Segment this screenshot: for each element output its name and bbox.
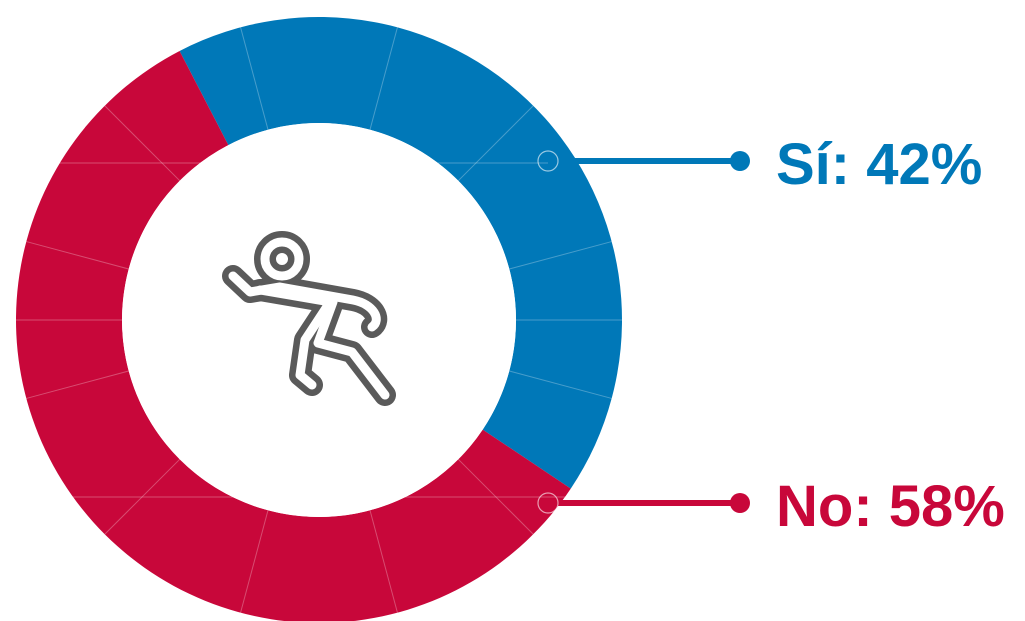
radial-divider-line [26, 370, 129, 399]
leader-line-no [537, 492, 750, 514]
donut-slices [16, 16, 623, 621]
data-label-no: No: 58% [776, 474, 1005, 539]
donut-slice-si [179, 16, 623, 489]
leader-line-si [537, 150, 750, 172]
radial-divider-line [509, 370, 612, 399]
radial-divider-line [457, 458, 534, 535]
radial-divider-line [104, 458, 181, 535]
radial-divider-line [240, 27, 269, 130]
person-falling-icon [222, 231, 396, 406]
radial-divider-line [369, 510, 398, 613]
radial-divider-line [104, 105, 181, 182]
donut-slice-no [16, 50, 571, 621]
data-label-si: Sí: 42% [776, 132, 982, 197]
radial-divider-line [240, 510, 269, 613]
radial-divider-line [369, 27, 398, 130]
radial-divider-line [457, 105, 534, 182]
radial-divider-line [26, 241, 129, 270]
radial-divider-line [509, 241, 612, 270]
